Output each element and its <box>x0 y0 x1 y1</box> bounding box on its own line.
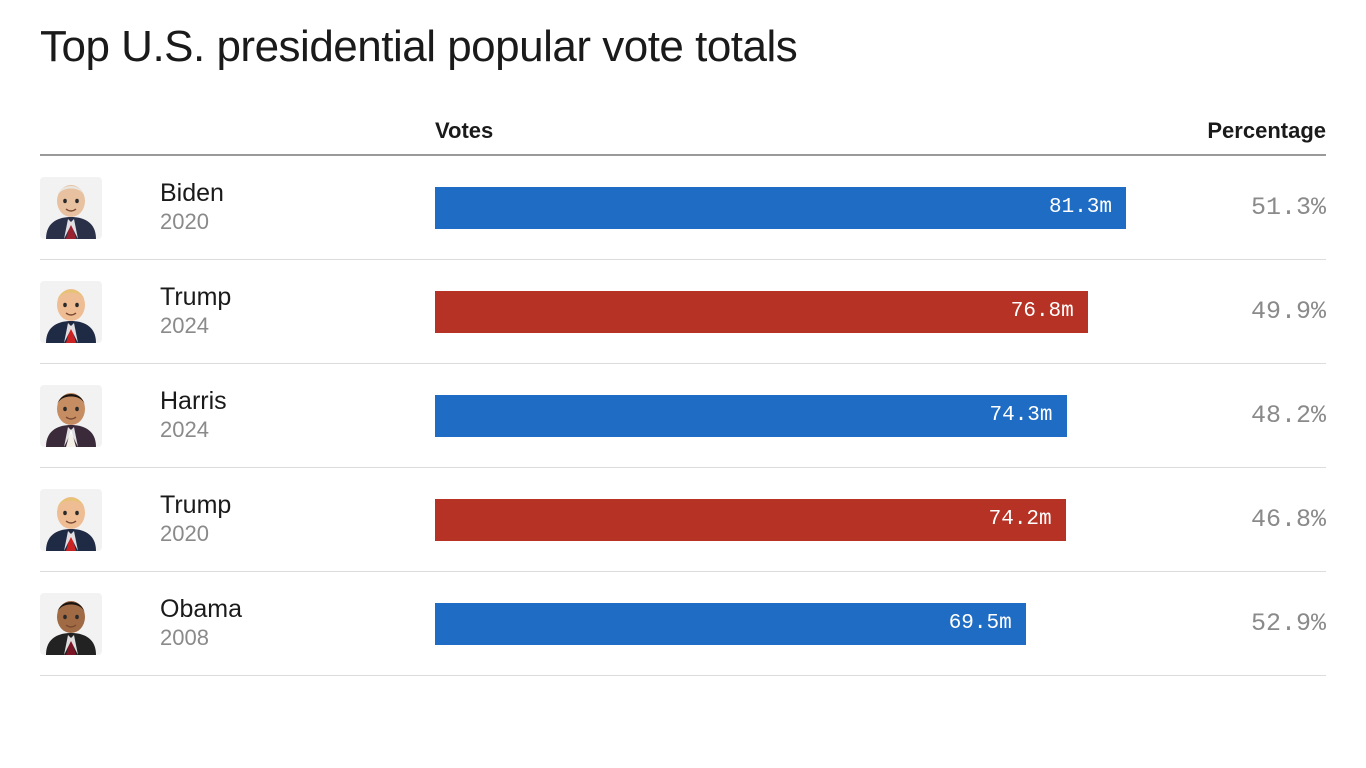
percentage-value: 52.9% <box>1146 609 1326 638</box>
candidate-name: Obama <box>160 594 435 624</box>
bar-track: 76.8m <box>435 291 1126 333</box>
candidate-label-cell: Harris 2024 <box>160 386 435 445</box>
percentage-value: 46.8% <box>1146 505 1326 534</box>
candidate-name: Trump <box>160 490 435 520</box>
vote-bar: 76.8m <box>435 291 1088 333</box>
candidate-year: 2024 <box>160 416 435 445</box>
table-row: Harris 2024 74.3m 48.2% <box>40 364 1326 468</box>
bar-value-label: 76.8m <box>1011 300 1074 323</box>
header-percentage: Percentage <box>1146 118 1326 144</box>
bar-value-label: 74.3m <box>989 404 1052 427</box>
bar-cell: 81.3m <box>435 187 1146 229</box>
candidate-year: 2020 <box>160 208 435 237</box>
avatar-cell <box>40 385 160 447</box>
vote-bar: 74.3m <box>435 395 1067 437</box>
percentage-value: 48.2% <box>1146 401 1326 430</box>
candidate-avatar <box>40 385 102 447</box>
candidate-year: 2008 <box>160 624 435 653</box>
percentage-value: 49.9% <box>1146 297 1326 326</box>
candidate-avatar <box>40 177 102 239</box>
candidate-label-cell: Trump 2024 <box>160 282 435 341</box>
bar-value-label: 69.5m <box>949 612 1012 635</box>
bar-cell: 74.3m <box>435 395 1146 437</box>
table-row: Trump 2024 76.8m 49.9% <box>40 260 1326 364</box>
table-body: Biden 2020 81.3m 51.3% Trump 2024 <box>40 156 1326 676</box>
avatar-cell <box>40 593 160 655</box>
candidate-label-cell: Trump 2020 <box>160 490 435 549</box>
table-row: Trump 2020 74.2m 46.8% <box>40 468 1326 572</box>
avatar-cell <box>40 281 160 343</box>
table-row: Biden 2020 81.3m 51.3% <box>40 156 1326 260</box>
candidate-name: Harris <box>160 386 435 416</box>
header-votes: Votes <box>435 118 1146 144</box>
candidate-name: Biden <box>160 178 435 208</box>
candidate-name: Trump <box>160 282 435 312</box>
bar-track: 74.2m <box>435 499 1126 541</box>
table-row: Obama 2008 69.5m 52.9% <box>40 572 1326 676</box>
chart-title: Top U.S. presidential popular vote total… <box>40 22 1326 72</box>
table-header: Votes Percentage <box>40 118 1326 156</box>
bar-value-label: 81.3m <box>1049 196 1112 219</box>
bar-track: 81.3m <box>435 187 1126 229</box>
bar-cell: 76.8m <box>435 291 1146 333</box>
candidate-label-cell: Obama 2008 <box>160 594 435 653</box>
bar-cell: 74.2m <box>435 499 1146 541</box>
candidate-year: 2024 <box>160 312 435 341</box>
candidate-year: 2020 <box>160 520 435 549</box>
candidate-avatar <box>40 593 102 655</box>
chart-container: Top U.S. presidential popular vote total… <box>0 0 1366 676</box>
bar-value-label: 74.2m <box>989 508 1052 531</box>
avatar-cell <box>40 177 160 239</box>
candidate-avatar <box>40 281 102 343</box>
bar-cell: 69.5m <box>435 603 1146 645</box>
candidate-label-cell: Biden 2020 <box>160 178 435 237</box>
bar-track: 74.3m <box>435 395 1126 437</box>
vote-bar: 69.5m <box>435 603 1026 645</box>
avatar-cell <box>40 489 160 551</box>
candidate-avatar <box>40 489 102 551</box>
vote-bar: 81.3m <box>435 187 1126 229</box>
vote-bar: 74.2m <box>435 499 1066 541</box>
bar-track: 69.5m <box>435 603 1126 645</box>
percentage-value: 51.3% <box>1146 193 1326 222</box>
